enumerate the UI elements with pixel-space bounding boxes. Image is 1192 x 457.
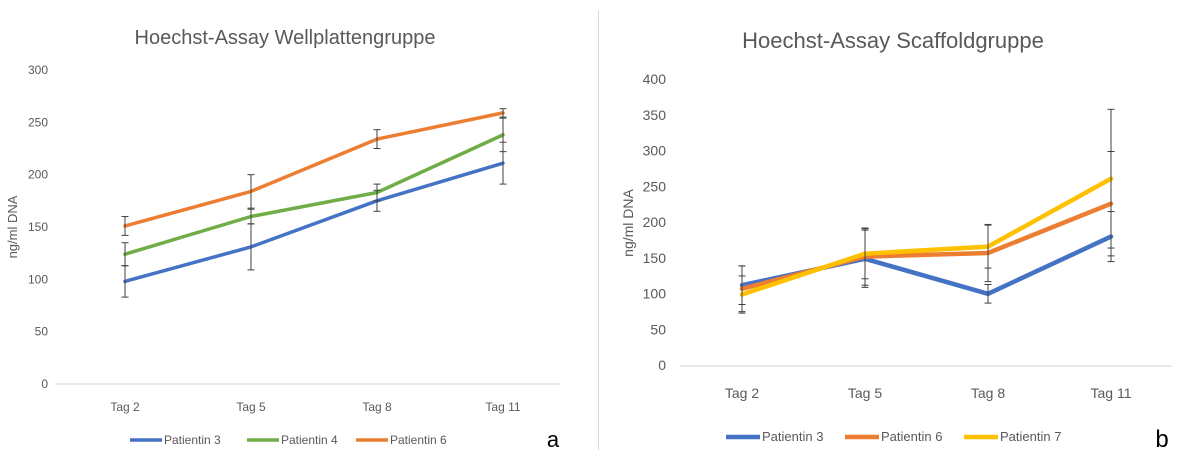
chart-title: Hoechst-Assay Wellplattengruppe: [135, 27, 436, 49]
x-tick-label: Tag 5: [236, 400, 266, 414]
legend-label: Patientin 3: [164, 433, 221, 447]
y-tick-label: 200: [28, 168, 48, 182]
panel-label: b: [1155, 426, 1168, 453]
y-tick-label: 50: [650, 321, 666, 337]
series-line: [739, 234, 1114, 297]
y-tick-label: 0: [41, 377, 48, 391]
chart-title: Hoechst-Assay Scaffoldgruppe: [742, 28, 1044, 53]
y-tick-label: 50: [35, 325, 49, 339]
chart-panel-2: Hoechst-Assay Scaffoldgruppe 0 50 100 150 200…: [620, 28, 1172, 453]
x-tick-label: Tag 5: [848, 385, 882, 401]
y-tick-label: 150: [28, 220, 48, 234]
chart-panel-1: Hoechst-Assay Wellplattengruppe 0 50 100 150…: [5, 27, 560, 452]
series-line: [123, 161, 505, 284]
y-axis-label: ng/ml DNA: [620, 188, 636, 256]
series-line: [739, 176, 1114, 297]
series-line: [123, 133, 505, 256]
x-tick-label: Tag 11: [485, 400, 520, 414]
series-line: [123, 111, 505, 228]
legend-label: Patientin 3: [762, 429, 823, 444]
y-tick-label: 0: [658, 357, 666, 373]
legend-label: Patientin 6: [390, 433, 447, 447]
x-tick-label: Tag 2: [110, 400, 140, 414]
legend-label: Patientin 6: [881, 429, 942, 444]
legend-label: Patientin 4: [281, 433, 338, 447]
x-tick-label: Tag 2: [725, 385, 759, 401]
y-tick-label: 100: [28, 272, 48, 286]
y-tick-label: 250: [643, 178, 667, 194]
panel-label: a: [547, 427, 560, 452]
y-tick-label: 300: [28, 63, 48, 77]
y-tick-label: 400: [643, 71, 667, 87]
legend-label: Patientin 7: [1000, 429, 1061, 444]
x-tick-label: Tag 8: [971, 385, 1005, 401]
y-tick-label: 150: [643, 250, 667, 266]
x-tick-label: Tag 8: [362, 400, 392, 414]
y-axis-label: ng/ml DNA: [5, 195, 20, 258]
y-tick-label: 200: [643, 214, 667, 230]
y-tick-label: 100: [643, 286, 667, 302]
panel-divider: [598, 10, 599, 450]
y-tick-label: 350: [643, 107, 667, 123]
y-tick-label: 300: [643, 143, 667, 159]
y-tick-label: 250: [28, 115, 48, 129]
x-tick-label: Tag 11: [1091, 385, 1132, 401]
